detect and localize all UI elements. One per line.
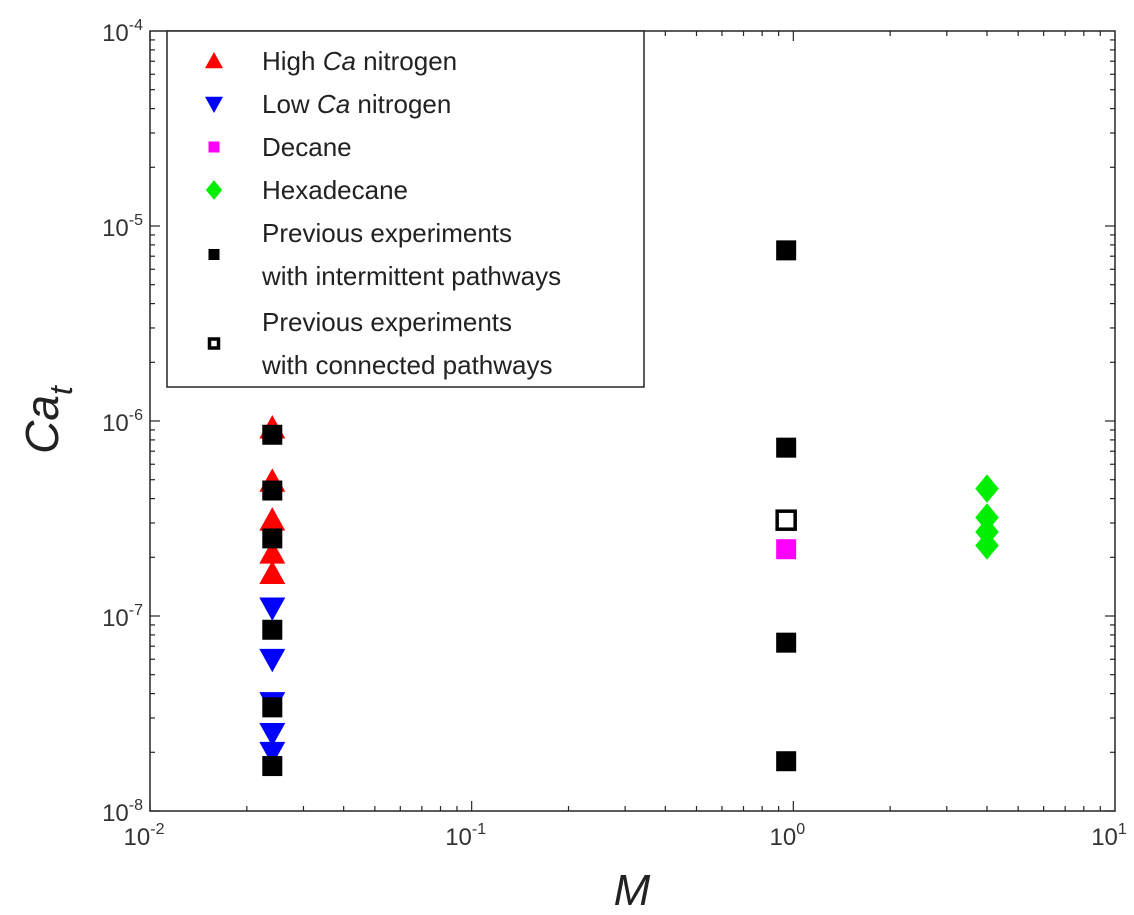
data-point <box>259 723 286 747</box>
data-point <box>262 619 283 640</box>
data-point <box>776 632 797 653</box>
data-point <box>776 751 797 772</box>
y-tick-label: 10-5 <box>102 212 143 242</box>
y-tick-label: 10-8 <box>102 797 143 827</box>
legend-label: Hexadecane <box>262 175 408 205</box>
x-tick-label: 10-2 <box>124 821 165 851</box>
y-tick-label: 10-6 <box>102 407 143 437</box>
legend-label: Decane <box>262 132 352 162</box>
legend-marker <box>208 141 220 153</box>
legend-label: High Ca nitrogen <box>262 46 457 76</box>
legend-marker <box>205 180 223 200</box>
data-point <box>262 756 283 777</box>
legend-box <box>166 30 645 388</box>
series-2 <box>776 539 797 560</box>
axis-ticks <box>149 31 1115 812</box>
data-point <box>975 503 999 532</box>
legend: High Ca nitrogen Low Ca nitrogen Decane Hex… <box>166 30 645 388</box>
x-tick-label: 100 <box>770 821 806 851</box>
data-point <box>259 741 286 766</box>
x-tick-label: 10-1 <box>445 821 486 851</box>
legend-marker <box>205 96 223 113</box>
data-point <box>262 424 283 445</box>
data-point <box>776 539 797 560</box>
data-point <box>259 648 286 673</box>
legend-label: Previous experiments <box>262 218 512 248</box>
tick-labels: 10-2 10-1 100 101 10-8 10-7 10-6 10-5 10-4 <box>102 17 1127 851</box>
series-3 <box>975 474 999 560</box>
legend-label: Low Ca nitrogen <box>262 89 451 119</box>
legend-label: with connected pathways <box>261 350 553 380</box>
x-tick-label: 101 <box>1091 821 1127 851</box>
data-point <box>259 507 286 531</box>
legend-label: with intermittent pathways <box>261 261 561 291</box>
data-point <box>776 240 797 261</box>
axis-titles: M Cat <box>16 385 651 915</box>
data-point <box>259 560 286 584</box>
data-point <box>975 531 999 560</box>
legend-marker <box>207 337 221 350</box>
data-point <box>259 597 286 621</box>
data-point <box>775 509 797 531</box>
legend-marker <box>208 249 220 260</box>
data-point <box>262 697 283 718</box>
data-point <box>259 540 286 564</box>
x-axis-title: M <box>614 866 651 915</box>
legend-label: Previous experiments <box>262 307 512 337</box>
y-axis-title: Cat <box>16 385 79 454</box>
data-point <box>262 480 283 501</box>
series-5 <box>775 509 797 531</box>
y-tick-label: 10-7 <box>102 602 143 632</box>
data-point <box>262 528 283 549</box>
legend-marker <box>205 52 223 69</box>
y-tick-label: 10-4 <box>102 17 143 47</box>
data-point <box>776 437 797 458</box>
data-point <box>975 474 999 503</box>
data-points <box>259 240 999 777</box>
series-4 <box>262 240 797 777</box>
